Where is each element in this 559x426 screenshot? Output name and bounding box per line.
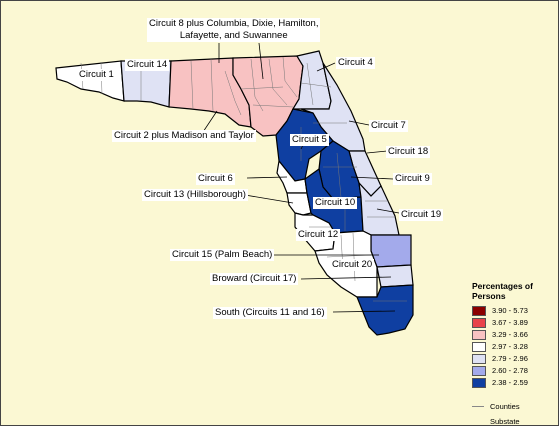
legend-swatch (472, 377, 486, 388)
label-circuit-20: Circuit 20 (330, 259, 375, 271)
legend-swatch (472, 305, 486, 316)
legend-counties: Counties (472, 402, 556, 411)
region-broward (376, 264, 414, 288)
label-south: South (Circuits 11 and 16) (213, 307, 327, 319)
counties-line-icon (472, 406, 484, 407)
legend-class-row: 2.79 - 2.96 (472, 353, 556, 364)
legend-class-row: 2.38 - 2.59 (472, 377, 556, 388)
legend-swatch (472, 365, 486, 376)
label-circuit-12: Circuit 12 (296, 229, 341, 241)
label-circuit-8: Circuit 8 plus Columbia, Dixie, Hamilton… (147, 18, 321, 42)
leader-lines (200, 42, 400, 313)
legend-range-label: 2.60 - 2.78 (492, 366, 528, 375)
legend-title: Percentages of Persons (472, 281, 533, 301)
legend-range-label: 3.67 - 3.89 (492, 318, 528, 327)
label-circuit-19: Circuit 19 (399, 209, 444, 221)
label-broward: Broward (Circuit 17) (210, 273, 299, 285)
label-circuit-14: Circuit 14 (125, 59, 170, 71)
legend-substate-label: Substate Regions (490, 417, 520, 426)
label-circuit-13: Circuit 13 (Hillsborough) (142, 189, 248, 201)
legend-substate: Substate Regions (472, 417, 556, 426)
legend-counties-label: Counties (490, 402, 520, 411)
county-boundaries (80, 56, 407, 302)
legend-class-row: 2.97 - 3.28 (472, 341, 556, 352)
legend-range-label: 3.90 - 5.73 (492, 306, 528, 315)
legend-swatch (472, 353, 486, 364)
legend-class-row: 2.60 - 2.78 (472, 365, 556, 376)
region-circuit-1 (55, 60, 125, 102)
legend-range-label: 2.97 - 3.28 (492, 342, 528, 351)
legend-class-row: 3.67 - 3.89 (472, 317, 556, 328)
legend-range-label: 2.38 - 2.59 (492, 378, 528, 387)
region-south (356, 284, 414, 336)
label-circuit-15: Circuit 15 (Palm Beach) (170, 249, 275, 261)
label-circuit-10: Circuit 10 (313, 197, 358, 209)
label-circuit-9: Circuit 9 (393, 173, 432, 185)
legend-class-row: 3.29 - 3.66 (472, 329, 556, 340)
legend-swatch (472, 341, 486, 352)
legend-swatch (472, 317, 486, 328)
legend-class-row: 3.90 - 5.73 (472, 305, 556, 316)
label-circuit-4: Circuit 4 (336, 57, 375, 69)
label-circuit-2: Circuit 2 plus Madison and Taylor (112, 130, 256, 142)
label-circuit-18: Circuit 18 (386, 146, 431, 158)
label-circuit-5: Circuit 5 (290, 134, 329, 146)
legend-range-label: 3.29 - 3.66 (492, 330, 528, 339)
legend-classes: 3.90 - 5.73 3.67 - 3.89 3.29 - 3.66 2.97 - … (472, 305, 556, 388)
region-circuit-15 (370, 234, 412, 268)
label-circuit-6: Circuit 6 (196, 173, 235, 185)
legend-range-label: 2.79 - 2.96 (492, 354, 528, 363)
legend: Percentages of Persons 3.90 - 5.73 3.67 -… (472, 281, 556, 426)
legend-swatch (472, 329, 486, 340)
label-circuit-1: Circuit 1 (77, 69, 116, 81)
label-circuit-7: Circuit 7 (369, 120, 408, 132)
